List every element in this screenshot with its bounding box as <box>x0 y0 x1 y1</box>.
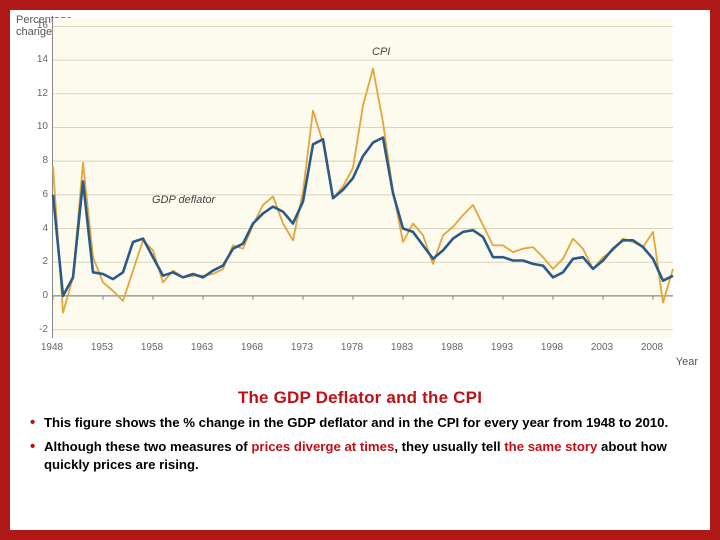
x-tick: 1993 <box>491 342 513 353</box>
series-label-GDP deflator: GDP deflator <box>152 194 215 206</box>
y-tick: 6 <box>24 189 48 200</box>
y-tick: 4 <box>24 223 48 234</box>
chart-plot-area <box>52 18 672 338</box>
x-tick: 1968 <box>241 342 263 353</box>
x-tick: 1948 <box>41 342 63 353</box>
caption-block: The GDP Deflator and the CPI This figure… <box>10 380 710 485</box>
bullet-2-hl1: prices diverge at times <box>251 439 394 454</box>
x-axis-label: Year <box>676 356 698 368</box>
x-tick: 1988 <box>441 342 463 353</box>
chart-container: Percentagechange Year -20246810121416194… <box>10 10 710 380</box>
series-CPI <box>53 69 673 313</box>
bullet-2-hl2: the same story <box>504 439 597 454</box>
x-tick: 2003 <box>591 342 613 353</box>
y-tick: -2 <box>24 324 48 335</box>
y-tick: 12 <box>24 88 48 99</box>
x-tick: 1958 <box>141 342 163 353</box>
y-tick: 14 <box>24 54 48 65</box>
x-tick: 1973 <box>291 342 313 353</box>
x-tick: 1978 <box>341 342 363 353</box>
bullet-1-text: This figure shows the % change in the GD… <box>44 415 668 430</box>
bullet-2: Although these two measures of prices di… <box>30 438 690 474</box>
x-tick: 1998 <box>541 342 563 353</box>
y-tick: 8 <box>24 155 48 166</box>
y-tick: 10 <box>24 121 48 132</box>
x-tick: 1983 <box>391 342 413 353</box>
y-tick: 0 <box>24 290 48 301</box>
x-tick: 1953 <box>91 342 113 353</box>
caption-bullets: This figure shows the % change in the GD… <box>24 414 696 473</box>
y-tick: 16 <box>24 20 48 31</box>
series-label-CPI: CPI <box>372 46 390 58</box>
bullet-2-text-b: , they usually tell <box>394 439 504 454</box>
slide-inner: Percentagechange Year -20246810121416194… <box>10 10 710 530</box>
y-tick: 2 <box>24 256 48 267</box>
bullet-2-text-a: Although these two measures of <box>44 439 251 454</box>
x-tick: 2008 <box>641 342 663 353</box>
x-tick: 1963 <box>191 342 213 353</box>
bullet-1: This figure shows the % change in the GD… <box>30 414 690 432</box>
caption-title: The GDP Deflator and the CPI <box>24 388 696 408</box>
